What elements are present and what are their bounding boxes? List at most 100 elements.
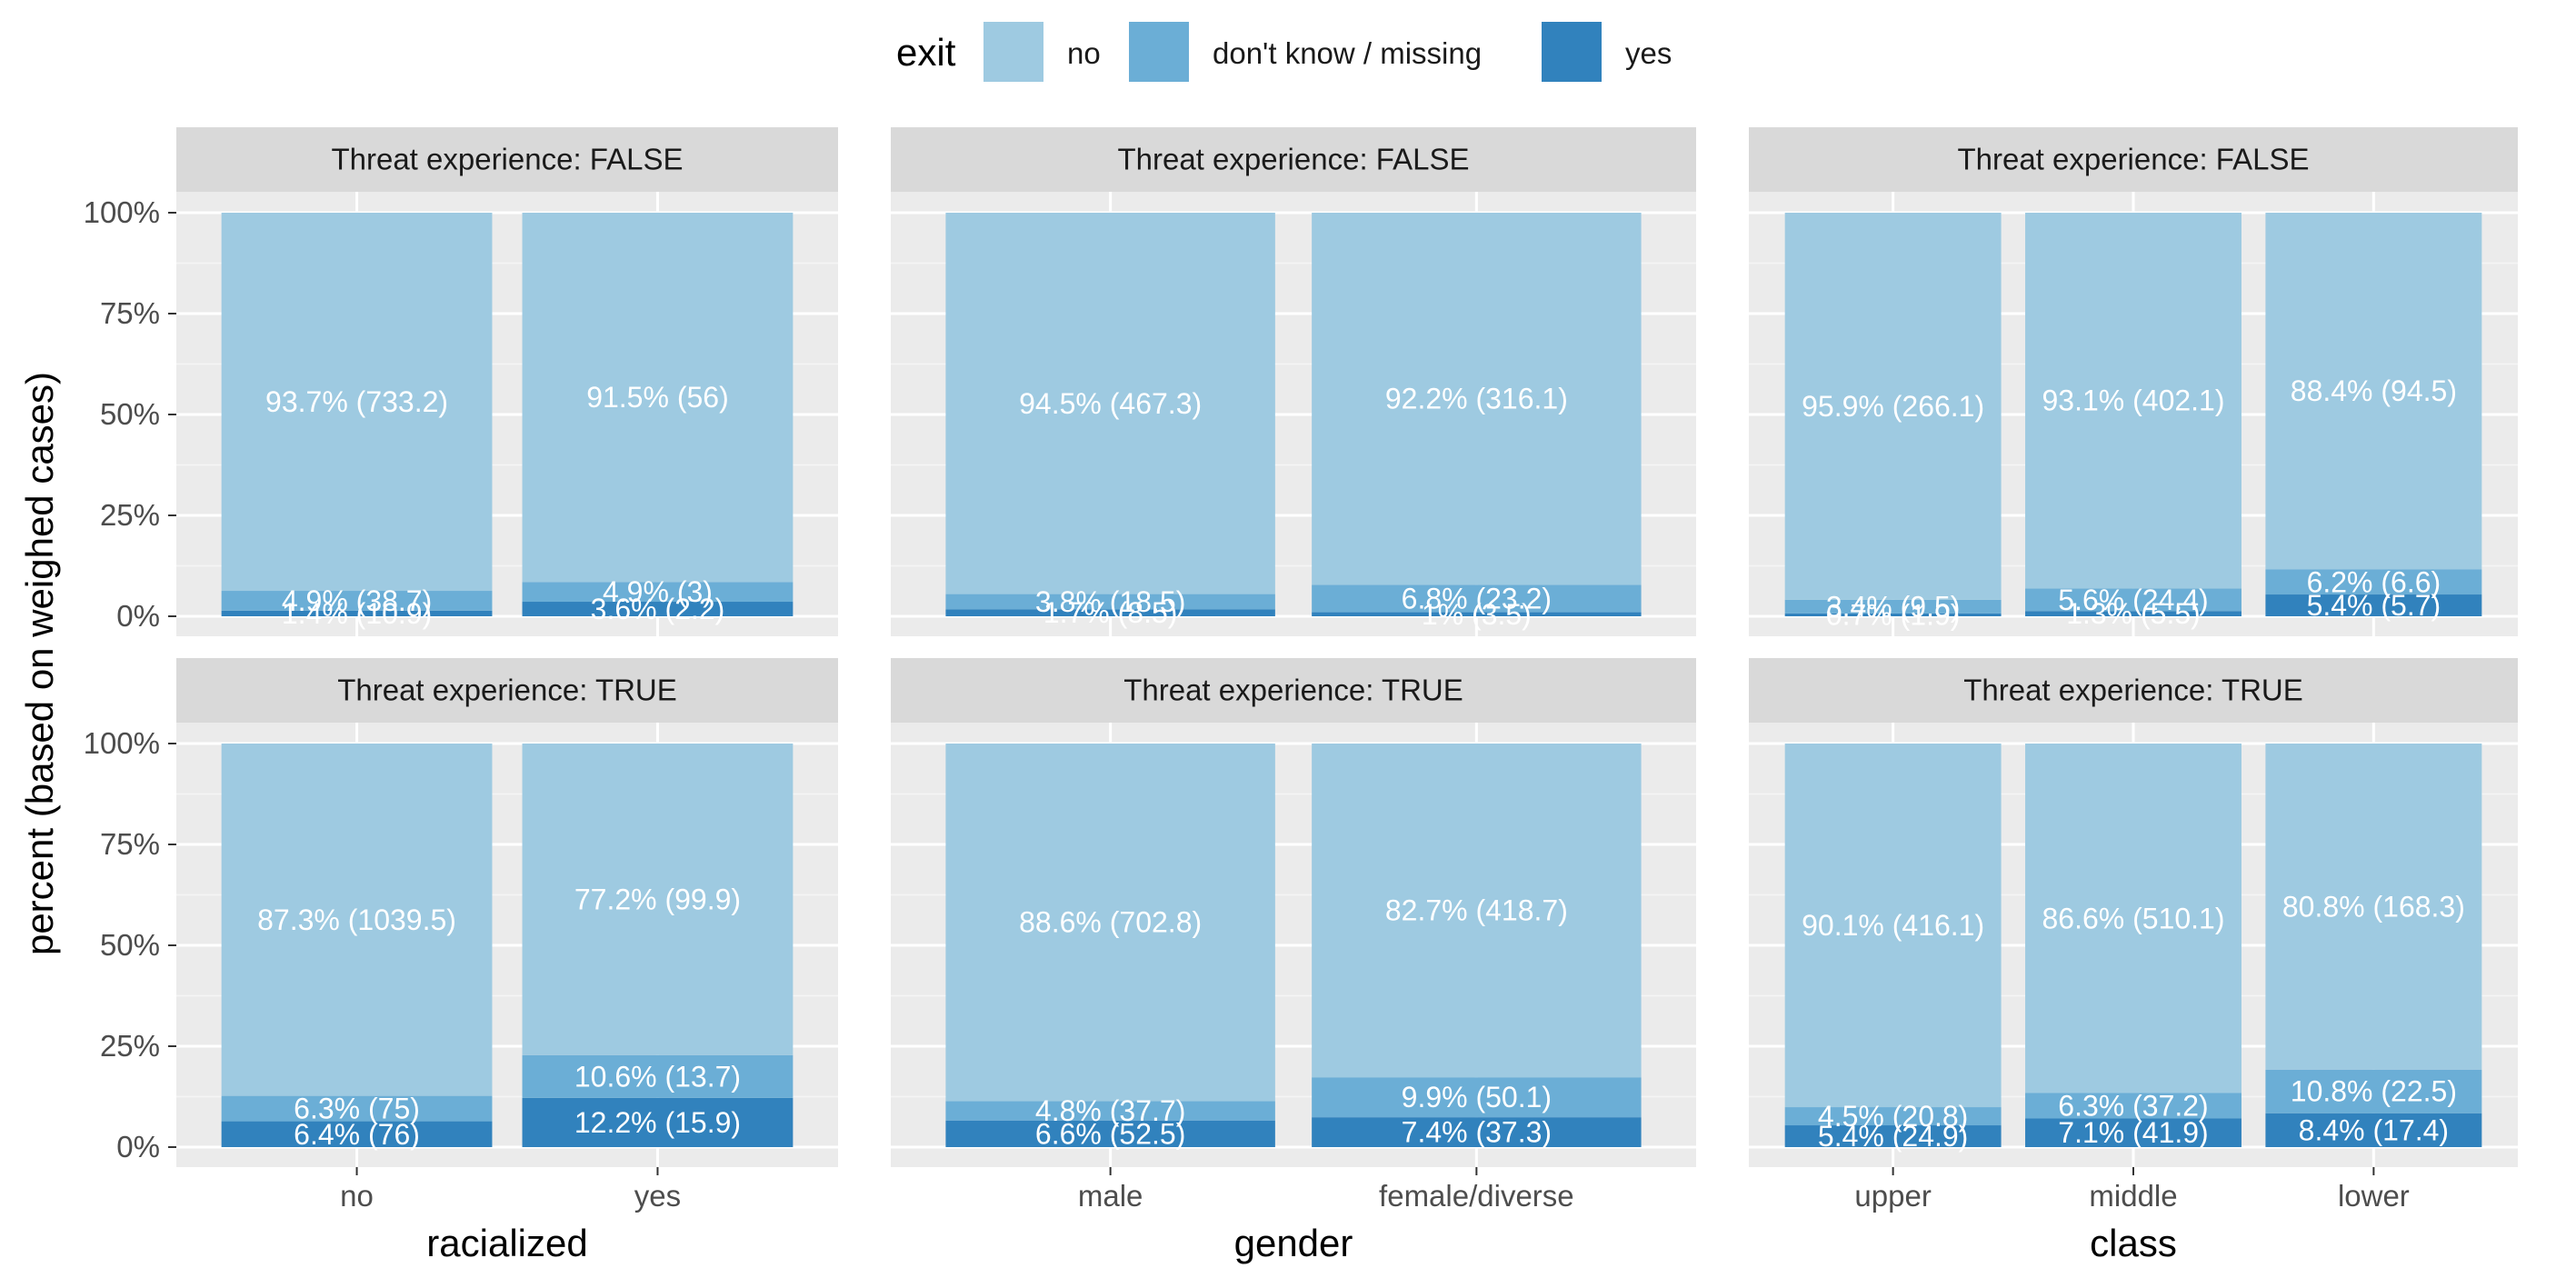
- bar-upper: 0.7% (1.9)3.4% (9.5) 95.9% (266.1): [1784, 213, 2002, 631]
- bar-value-label-no: 87.3% (1039.5): [257, 904, 456, 936]
- bar-segment-yes: [1312, 1117, 1642, 1147]
- bar-segment-no: [945, 213, 1275, 594]
- bar-segment-dk: [522, 1054, 794, 1098]
- bar-female-diverse: 7.4% (37.3)9.9% (50.1) 82.7% (418.7): [1312, 744, 1642, 1149]
- bar-middle: 7.1% (41.9)6.3% (37.2) 86.6% (510.1): [2025, 744, 2242, 1149]
- panel-class-false: Threat experience: FALSE 0.7% (1.9)3.4% (…: [1749, 127, 2518, 636]
- facet-strip: [891, 658, 1696, 723]
- bar-value-label-yes: 7.4% (37.3): [1402, 1116, 1552, 1149]
- bar-segment-no: [2025, 744, 2242, 1093]
- bar-segment-dk: [221, 1095, 493, 1122]
- bar-value-label-yes: 1% (3.5): [1422, 598, 1532, 631]
- x-axis-title-class: class: [2090, 1222, 2177, 1264]
- bar-segment-no: [221, 213, 493, 592]
- bar-segment-dk: [2025, 1093, 2242, 1119]
- bar-value-label-dk: 4.9% (38.7): [282, 584, 432, 617]
- y-tick-label: 100%: [84, 726, 160, 760]
- x-tick-label-lower: lower: [2338, 1179, 2410, 1213]
- bar-segment-no: [2265, 744, 2482, 1070]
- legend-label-yes: yes: [1625, 36, 1672, 70]
- y-tick-label: 0%: [116, 599, 160, 633]
- bar-value-label-no: 93.7% (733.2): [265, 385, 448, 418]
- bar-segment-no: [221, 744, 493, 1096]
- bar-segment-yes: [1312, 612, 1642, 616]
- bar-segment-dk: [2265, 1069, 2482, 1113]
- bar-value-label-no: 86.6% (510.1): [2042, 902, 2224, 934]
- bar-value-label-yes: 5.4% (24.9): [1818, 1120, 1968, 1153]
- bar-segment-no: [1784, 744, 2002, 1108]
- bar-value-label-yes: 6.6% (52.5): [1035, 1117, 1185, 1150]
- x-tick-label-yes: yes: [634, 1179, 681, 1213]
- bar-segment-dk: [945, 1101, 1275, 1121]
- facet-strip-label: Threat experience: TRUE: [1963, 674, 2303, 707]
- x-tick-label-middle: middle: [2089, 1179, 2177, 1213]
- panel-class-true: Threat experience: TRUE 5.4% (24.9)4.5% (…: [1749, 658, 2518, 1264]
- bar-segment-no: [945, 744, 1275, 1102]
- bar-segment-no: [1784, 213, 2002, 600]
- bar-female-diverse: 1% (3.5)6.8% (23.2) 92.2% (316.1): [1312, 213, 1642, 631]
- bar-value-label-no: 82.7% (418.7): [1385, 894, 1568, 927]
- x-tick-label-no: no: [340, 1179, 374, 1213]
- bar-segment-dk: [945, 594, 1275, 610]
- bar-upper: 5.4% (24.9)4.5% (20.8) 90.1% (416.1): [1784, 744, 2002, 1153]
- bar-segment-dk: [1784, 1107, 2002, 1126]
- bar-segment-yes: [2025, 611, 2242, 616]
- bar-value-label-dk: 9.9% (50.1): [1402, 1081, 1552, 1113]
- bar-no: 6.4% (76)6.3% (75) 87.3% (1039.5): [221, 744, 493, 1151]
- bar-segment-no: [2025, 213, 2242, 589]
- bar-segment-yes: [1784, 1125, 2002, 1147]
- bar-value-label-yes: 1.3% (5.5): [2066, 597, 2201, 630]
- bar-segment-dk: [522, 582, 794, 603]
- facet-strip: [1749, 127, 2518, 192]
- facet-strip: [891, 127, 1696, 192]
- legend-key-no: [983, 22, 1043, 82]
- bar-value-label-dk: 10.8% (22.5): [2291, 1075, 2457, 1108]
- facet-strip-label: Threat experience: FALSE: [331, 143, 683, 176]
- bar-segment-yes: [221, 610, 493, 616]
- bar-value-label-dk: 4.9% (3): [603, 575, 713, 608]
- bar-value-label-no: 93.1% (402.1): [2042, 384, 2224, 417]
- bar-value-label-yes: 3.6% (2.2): [591, 593, 725, 625]
- bar-segment-dk: [1312, 584, 1642, 613]
- bar-value-label-no: 94.5% (467.3): [1019, 387, 1202, 420]
- bar-value-label-dk: 4.5% (20.8): [1818, 1100, 1968, 1133]
- bar-value-label-yes: 1.4% (10.9): [282, 597, 432, 630]
- bar-segment-no: [1312, 744, 1642, 1078]
- legend-key-yes: [1542, 22, 1602, 82]
- bar-male: 6.6% (52.5)4.8% (37.7) 88.6% (702.8): [945, 744, 1275, 1150]
- y-tick-label: 25%: [100, 1029, 160, 1063]
- bar-value-label-yes: 0.7% (1.9): [1826, 598, 1961, 631]
- facet-strip-label: Threat experience: TRUE: [1123, 674, 1463, 707]
- bar-segment-yes: [1784, 613, 2002, 616]
- bar-value-label-dk: 6.2% (6.6): [2307, 565, 2441, 598]
- bar-value-label-no: 90.1% (416.1): [1802, 909, 1984, 942]
- bar-value-label-no: 91.5% (56): [586, 381, 729, 414]
- legend-label-don-t-know-missing: don't know / missing: [1213, 36, 1482, 70]
- bar-value-label-no: 77.2% (99.9): [574, 883, 741, 915]
- bar-lower: 8.4% (17.4) 10.8% (22.5) 80.8% (168.3): [2265, 744, 2482, 1147]
- y-tick-label: 25%: [100, 498, 160, 532]
- y-tick-label: 75%: [100, 296, 160, 330]
- facet-strip: [176, 658, 838, 723]
- bar-value-label-dk: 6.3% (75): [294, 1093, 420, 1125]
- x-tick-label-upper: upper: [1854, 1179, 1931, 1213]
- bar-male: 1.7% (8.5)3.8% (18.5) 94.5% (467.3): [945, 213, 1275, 629]
- bar-value-label-yes: 5.4% (5.7): [2307, 589, 2441, 622]
- y-tick-label: 0%: [116, 1130, 160, 1163]
- bar-segment-dk: [2265, 569, 2482, 595]
- bar-segment-no: [522, 744, 794, 1055]
- x-tick-label-female-diverse: female/diverse: [1379, 1179, 1574, 1213]
- bar-segment-dk: [221, 591, 493, 611]
- bar-segment-yes: [2025, 1118, 2242, 1147]
- facet-strip-label: Threat experience: FALSE: [1117, 143, 1469, 176]
- x-tick-label-male: male: [1078, 1179, 1143, 1213]
- bar-value-label-no: 88.6% (702.8): [1019, 906, 1202, 939]
- bar-value-label-no: 92.2% (316.1): [1385, 383, 1568, 415]
- bar-segment-yes: [522, 602, 794, 616]
- bar-segment-yes: [945, 1120, 1275, 1147]
- bar-segment-yes: [945, 609, 1275, 616]
- facet-strip-label: Threat experience: FALSE: [1957, 143, 2309, 176]
- bar-value-label-yes: 1.7% (8.5): [1043, 596, 1178, 629]
